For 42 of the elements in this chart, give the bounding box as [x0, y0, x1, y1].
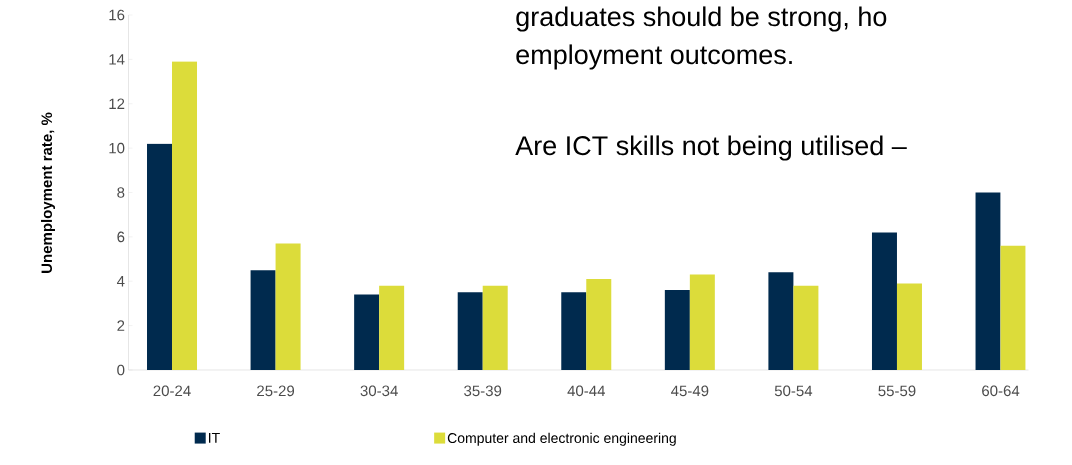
legend-label: Computer and electronic engineering	[447, 432, 676, 446]
y-tick-label: 4	[116, 276, 125, 287]
bar	[275, 243, 301, 370]
bar	[147, 143, 173, 370]
bar	[793, 285, 819, 370]
bar	[250, 270, 276, 370]
x-tick-label: 50-54	[774, 385, 813, 397]
y-tick-label: 12	[109, 98, 125, 109]
x-tick-label: 35-39	[464, 385, 502, 397]
bar	[354, 294, 380, 370]
annotation: Are ICT skills not being utilised –	[515, 135, 907, 161]
bar	[586, 279, 612, 370]
bar	[975, 192, 1001, 370]
bar	[1000, 245, 1026, 370]
annotation: graduates should be strong, ho	[516, 6, 887, 32]
x-tick-label: 40-44	[567, 385, 606, 397]
bar	[482, 285, 508, 370]
y-tick-label: 2	[117, 320, 125, 331]
bar	[768, 272, 794, 370]
y-tick-label: 8	[117, 187, 125, 198]
x-tick-label: 25-29	[257, 385, 295, 397]
annotation: employment outcomes.	[516, 44, 792, 70]
y-tick-label: 10	[109, 142, 125, 154]
x-tick-label: 55-59	[878, 385, 916, 397]
bar	[896, 283, 922, 370]
y-tick-label: 6	[117, 231, 125, 243]
bar	[664, 290, 690, 370]
bar	[379, 285, 405, 370]
bar	[172, 61, 198, 370]
x-tick-label: 60-64	[982, 385, 1020, 397]
bar	[561, 292, 587, 370]
bar	[871, 232, 897, 370]
y-tick-label: 14	[109, 54, 125, 65]
legend-label: IT	[209, 433, 220, 443]
x-tick-label: 45-49	[671, 385, 709, 397]
x-tick-label: 30-34	[360, 385, 398, 397]
x-tick-label: 20-24	[153, 385, 191, 397]
bar	[457, 292, 483, 370]
y-axis-title: Unemployment rate, %	[41, 112, 55, 273]
bar	[689, 274, 715, 370]
y-tick-label: 16	[109, 9, 125, 21]
y-tick-label: 0	[117, 364, 125, 376]
